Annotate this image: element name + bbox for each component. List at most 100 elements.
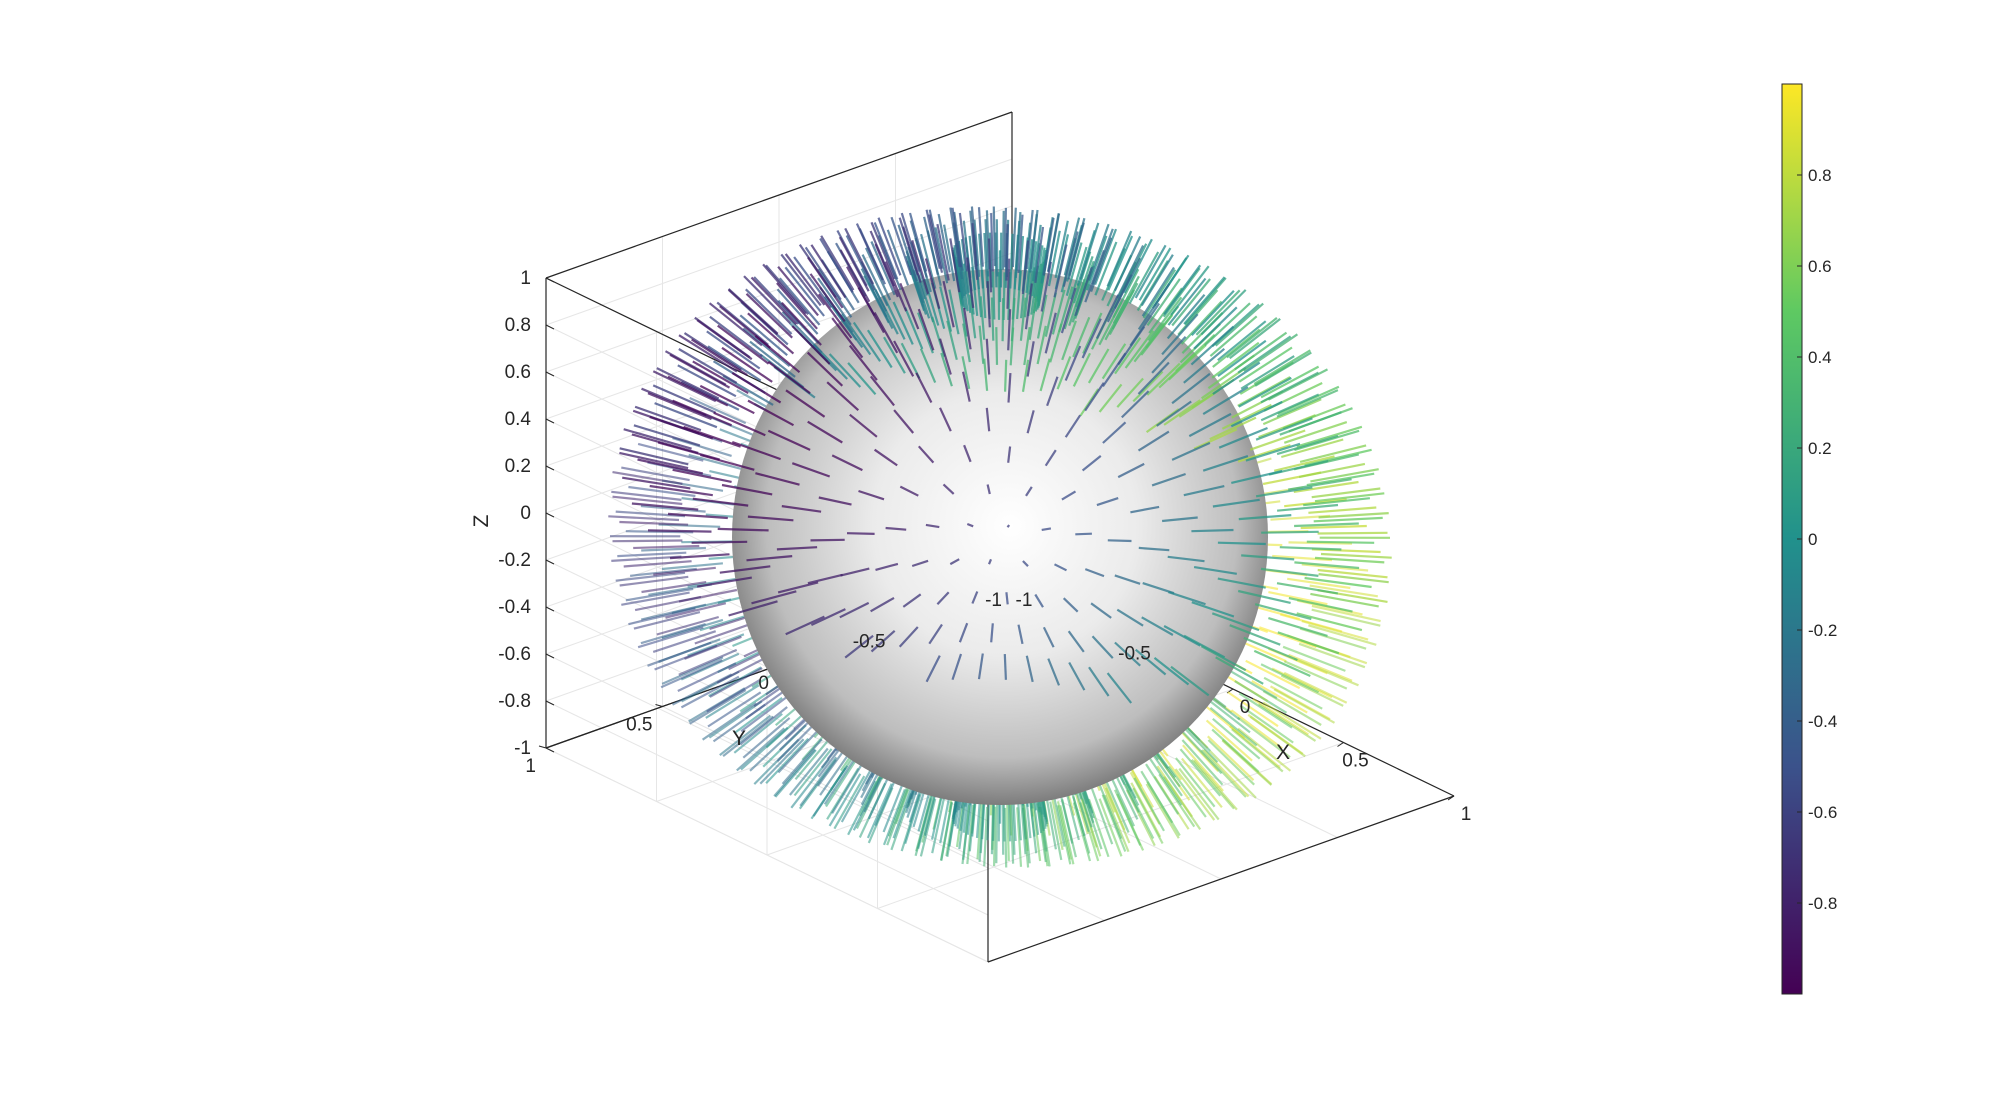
normal-vector bbox=[615, 571, 686, 582]
normal-vector bbox=[1029, 209, 1039, 270]
z-tick-label: 1 bbox=[520, 268, 531, 289]
normal-vector bbox=[904, 788, 924, 845]
normal-vector bbox=[621, 466, 690, 482]
normal-vector bbox=[1104, 794, 1130, 853]
normal-vector bbox=[784, 253, 826, 306]
normal-vector bbox=[1153, 657, 1190, 686]
normal-vector bbox=[1226, 668, 1278, 700]
normal-vector bbox=[1193, 306, 1238, 350]
normal-vector bbox=[1190, 325, 1235, 366]
z-tick-label: 0.8 bbox=[505, 315, 531, 336]
normal-vector bbox=[1040, 261, 1052, 312]
normal-vector bbox=[844, 227, 875, 285]
normal-vector bbox=[1123, 238, 1153, 294]
normal-vector bbox=[1056, 356, 1072, 390]
normal-vector bbox=[1106, 230, 1133, 287]
normal-vector bbox=[883, 336, 906, 374]
normal-vector bbox=[653, 566, 716, 576]
normal-vector bbox=[940, 802, 953, 861]
normal-vector bbox=[1237, 727, 1292, 772]
normal-vector bbox=[1001, 298, 1005, 342]
normal-vector bbox=[904, 307, 924, 350]
x-tick-labels: -1 -0.5 0 0.5 1 bbox=[1016, 590, 1472, 825]
colorbar-tick-label: -0.6 bbox=[1808, 803, 1837, 822]
z-tick-label: 0 bbox=[520, 503, 531, 524]
normal-vector bbox=[990, 297, 995, 341]
normal-vector bbox=[1200, 645, 1247, 672]
normal-vector bbox=[719, 714, 771, 756]
normal-vector bbox=[1091, 635, 1114, 659]
normal-vector bbox=[776, 720, 819, 762]
normal-vector bbox=[739, 706, 788, 746]
normal-vector bbox=[1230, 400, 1283, 428]
normal-vector bbox=[840, 770, 872, 823]
normal-vector bbox=[1039, 358, 1051, 392]
x-tick-label: -0.5 bbox=[1118, 644, 1151, 665]
normal-vector bbox=[612, 539, 683, 543]
normal-vector bbox=[619, 447, 689, 466]
normal-vector bbox=[1145, 763, 1180, 815]
normal-vector bbox=[731, 371, 782, 404]
normal-vector bbox=[1047, 658, 1061, 686]
normal-vector bbox=[958, 622, 969, 643]
colorbar-tick-label: 0 bbox=[1808, 530, 1817, 549]
normal-vector bbox=[1296, 612, 1363, 632]
normal-vector bbox=[1138, 247, 1172, 301]
normal-vector bbox=[1204, 302, 1251, 347]
normal-vector bbox=[1134, 244, 1167, 299]
normal-vector bbox=[747, 312, 795, 355]
normal-vector bbox=[629, 567, 697, 577]
normal-vector bbox=[1046, 376, 1059, 407]
normal-vector bbox=[680, 675, 740, 709]
normal-vector bbox=[1025, 486, 1033, 497]
normal-vector bbox=[865, 247, 892, 301]
normal-vector bbox=[1036, 325, 1047, 365]
normal-vector bbox=[1249, 715, 1306, 758]
normal-vector bbox=[619, 451, 689, 470]
normal-vector bbox=[817, 277, 852, 326]
normal-vector bbox=[810, 608, 846, 626]
normal-vector bbox=[751, 590, 797, 605]
normal-vector bbox=[1024, 283, 1033, 330]
normal-vector bbox=[979, 296, 986, 340]
normal-vector bbox=[1283, 660, 1348, 690]
normal-vector bbox=[931, 795, 946, 854]
normal-vector bbox=[749, 340, 796, 378]
normal-vector bbox=[746, 555, 793, 562]
y-axis-label: Y bbox=[732, 727, 746, 750]
normal-vector bbox=[1180, 300, 1223, 345]
normal-vector bbox=[919, 798, 937, 857]
normal-vector bbox=[688, 453, 746, 471]
normal-vector bbox=[858, 489, 885, 501]
normal-vector bbox=[823, 295, 858, 341]
normal-vector bbox=[1273, 455, 1335, 472]
normal-vector bbox=[1056, 805, 1072, 865]
normal-vector bbox=[839, 601, 870, 619]
normal-vector bbox=[691, 338, 748, 377]
normal-vector bbox=[619, 520, 689, 526]
normal-vector bbox=[667, 375, 729, 407]
normal-vector bbox=[1130, 505, 1160, 514]
normal-vector bbox=[1283, 421, 1348, 444]
normal-vector bbox=[683, 425, 741, 448]
normal-vector bbox=[948, 289, 960, 335]
normal-vector bbox=[1183, 347, 1226, 384]
normal-vector bbox=[1193, 428, 1238, 450]
normal-vector bbox=[1074, 266, 1093, 317]
normal-vector bbox=[825, 757, 859, 808]
normal-vector bbox=[781, 738, 823, 785]
normal-vector bbox=[893, 340, 915, 377]
normal-vector bbox=[1317, 531, 1388, 535]
normal-vector bbox=[1095, 294, 1120, 339]
normal-vector bbox=[1280, 674, 1344, 707]
normal-vector bbox=[1276, 389, 1339, 418]
normal-vector bbox=[1044, 792, 1057, 850]
normal-vector bbox=[1113, 789, 1142, 846]
normal-vector bbox=[745, 293, 793, 339]
normal-vector bbox=[1088, 666, 1110, 697]
normal-vector bbox=[810, 538, 845, 542]
normal-vector bbox=[1023, 268, 1032, 318]
normal-vector bbox=[1098, 783, 1123, 840]
normal-vector bbox=[887, 782, 910, 837]
normal-vector bbox=[870, 221, 896, 280]
